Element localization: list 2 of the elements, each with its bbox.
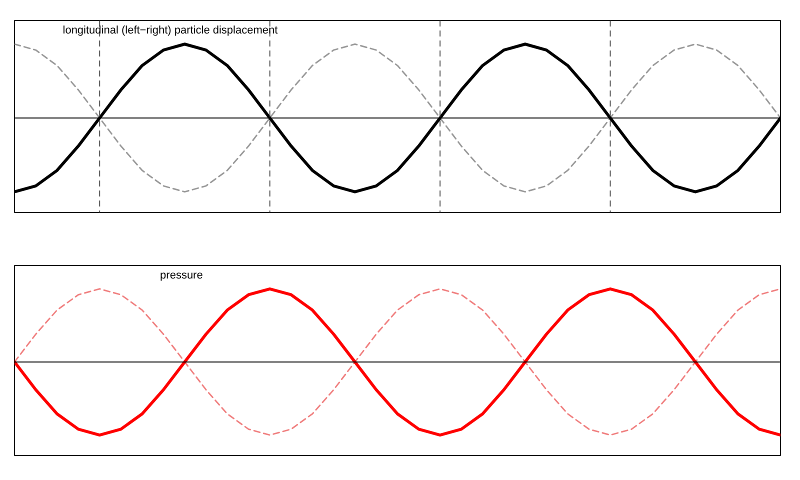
- text: pressure: [160, 270, 203, 282]
- text: longitudinal (left−right) particle displacement: [62, 24, 278, 36]
